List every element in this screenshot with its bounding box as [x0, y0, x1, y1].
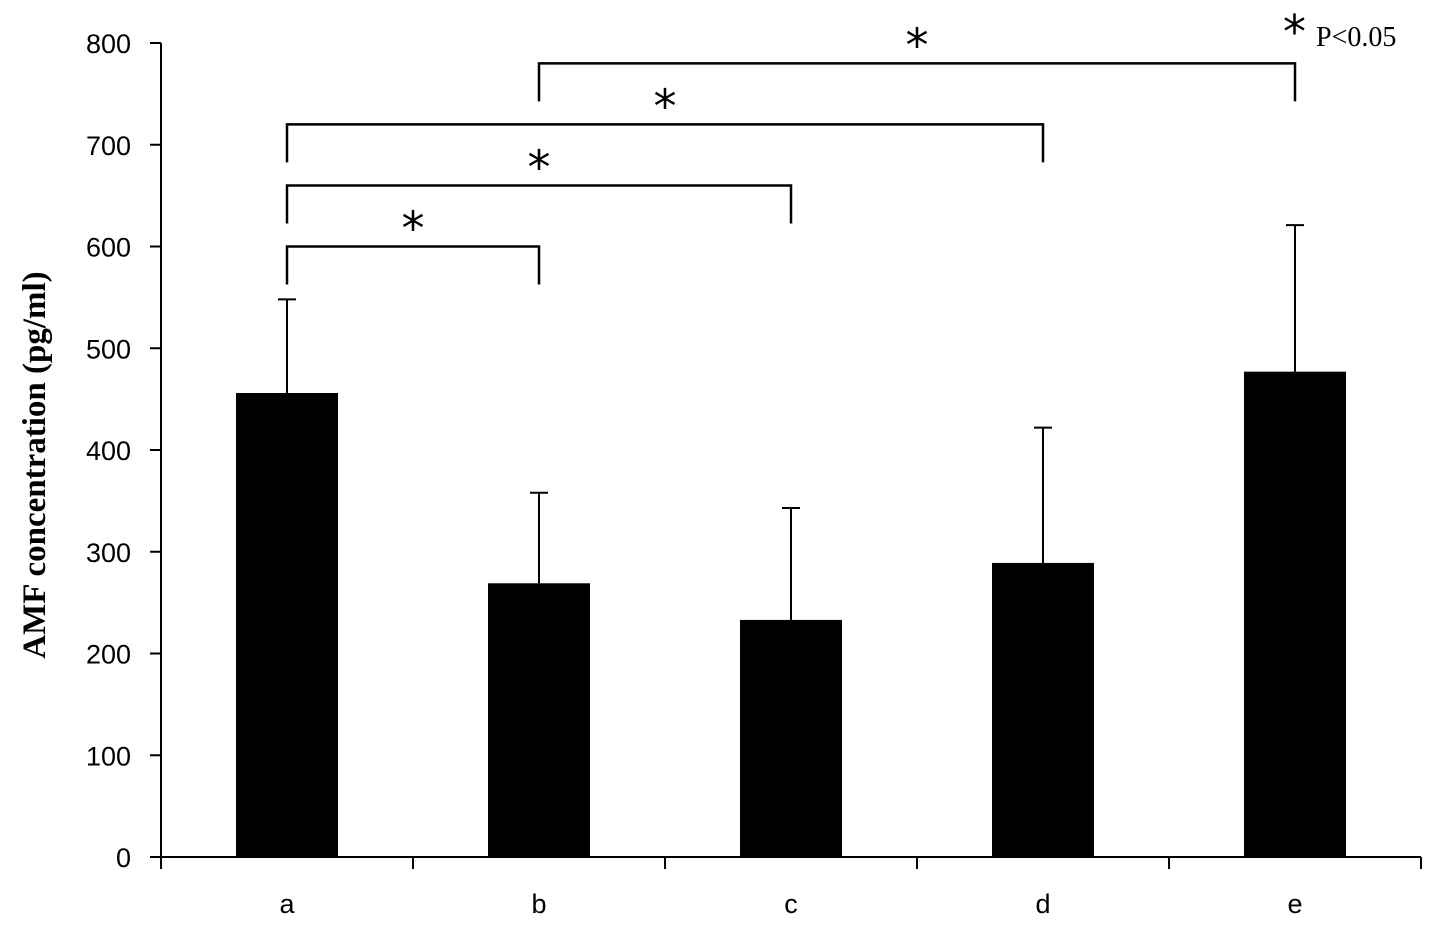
- y-tick-label: 600: [86, 233, 131, 263]
- significance-asterisk: *: [402, 202, 425, 256]
- significance-asterisk: *: [528, 140, 551, 194]
- y-tick-label: 800: [86, 29, 131, 59]
- significance-bracket: [285, 123, 1045, 163]
- bar: [740, 619, 842, 857]
- significance-bracket: [285, 184, 793, 224]
- annotation-p-value: P<0.05: [1316, 22, 1396, 53]
- y-tick-label: 500: [86, 334, 131, 364]
- y-tick-label: 200: [86, 640, 131, 670]
- x-tick-label: d: [1035, 889, 1050, 919]
- y-tick-label: 700: [86, 131, 131, 161]
- bar: [992, 562, 1094, 857]
- bar: [488, 583, 590, 857]
- significance-bracket: [537, 62, 1297, 102]
- x-tick-label: b: [531, 889, 546, 919]
- y-tick-label: 0: [116, 843, 131, 873]
- axes: 0 100 200 300 400 500 600 700 800 a b c d e: [86, 29, 1422, 919]
- y-tick-label: 300: [86, 538, 131, 568]
- x-tick-label: a: [279, 889, 295, 919]
- y-axis-label: AMF concentration (pg/ml): [17, 271, 53, 658]
- bar: [236, 393, 338, 857]
- bars: [236, 371, 1346, 857]
- significance-asterisk: *: [654, 79, 677, 133]
- significance-asterisk: *: [906, 18, 929, 72]
- error-bars: [278, 224, 1304, 620]
- significance-brackets: * * * *: [285, 18, 1297, 285]
- x-tick-label: c: [784, 889, 798, 919]
- bar: [1244, 371, 1346, 857]
- annotation-asterisk: *: [1283, 5, 1306, 59]
- x-tick-label: e: [1287, 889, 1302, 919]
- y-tick-label: 400: [86, 436, 131, 466]
- y-axis-title: AMF concentration (pg/ml): [17, 271, 53, 658]
- significance-annotation: * P<0.05: [1283, 5, 1396, 59]
- y-tick-label: 100: [86, 741, 131, 771]
- significance-bracket: [285, 245, 541, 285]
